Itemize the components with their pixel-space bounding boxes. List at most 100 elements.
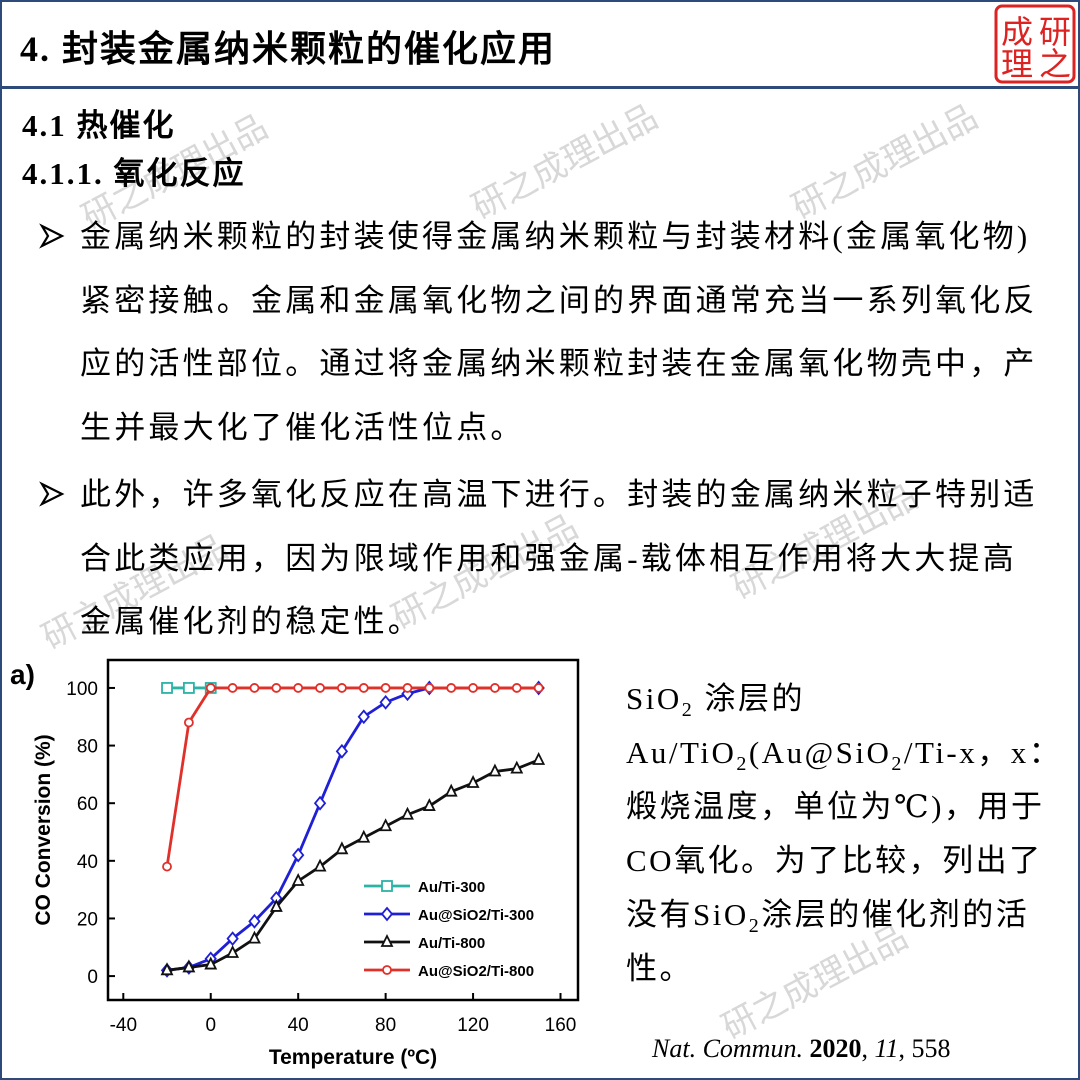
marker — [205, 683, 216, 693]
legend-marker — [380, 933, 394, 947]
text-run: 2 — [736, 753, 749, 776]
y-tick-label: 100 — [66, 679, 98, 700]
legend-label: Au@SiO2/Ti-300 — [418, 907, 534, 924]
marker — [313, 795, 327, 811]
marker — [183, 717, 194, 728]
marker — [511, 683, 522, 693]
marker — [226, 931, 239, 947]
text-run: , 558 — [898, 1034, 951, 1063]
legend-marker — [381, 880, 393, 892]
marker — [313, 858, 327, 872]
x-tick-label: -40 — [110, 1015, 137, 1036]
logo-frame — [994, 4, 1076, 84]
marker — [357, 709, 370, 725]
logo-char: 成 — [1001, 13, 1033, 51]
text-run: 2020 — [809, 1034, 862, 1063]
x-tick-label: 40 — [288, 1015, 309, 1036]
bullet-text: 金属纳米颗粒的封装使得金属纳米颗粒与封装材料(金属氧化物)紧密接触。金属和金属氧… — [80, 219, 1038, 445]
marker — [446, 683, 457, 693]
logo-char: 研 — [1039, 13, 1071, 51]
marker — [380, 683, 391, 693]
marker — [424, 683, 435, 693]
marker — [532, 751, 546, 765]
x-tick-label: 0 — [205, 1015, 216, 1036]
text-run: , — [861, 1034, 875, 1063]
text-run: 11 — [874, 1034, 899, 1063]
legend-label: Au/Ti-300 — [418, 879, 485, 896]
marker — [182, 959, 196, 973]
x-axis-label: Temperature (ºC) — [269, 1046, 437, 1069]
bullet-text: 此外，许多氧化反应在高温下进行。封装的金属纳米粒子特别适合此类应用，因为限域作用… — [80, 477, 1038, 639]
text-run: /Ti-x，x：煅烧温度，单位为℃)，用于CO氧化。为了比较，列出了没有SiO — [626, 735, 1063, 932]
y-tick-label: 40 — [77, 852, 98, 873]
y-tick-label: 60 — [77, 794, 98, 815]
marker — [269, 898, 283, 912]
marker — [358, 683, 369, 693]
logo-char: 理 — [1001, 45, 1033, 83]
text-run: 2 — [681, 699, 695, 722]
figure-caption: SiO2 涂层的 Au/TiO2(Au@SiO2/Ti-x，x：煅烧温度，单位为… — [626, 672, 1066, 996]
series-line — [166, 686, 539, 972]
marker — [249, 683, 260, 693]
x-tick-label: 120 — [457, 1015, 489, 1036]
marker — [444, 783, 458, 797]
marker — [379, 694, 392, 710]
marker — [161, 682, 173, 694]
text-run: (Au@SiO — [748, 735, 892, 770]
x-tick-label: 160 — [545, 1015, 577, 1036]
subsection-heading: 4.1.1. 氧化反应 — [22, 156, 246, 191]
marker — [335, 743, 349, 759]
text-run: Nat. Commun. — [652, 1034, 803, 1063]
marker — [160, 962, 174, 976]
marker — [291, 872, 305, 886]
marker — [162, 861, 172, 872]
logo-char: 之 — [1039, 45, 1071, 83]
marker — [315, 683, 325, 693]
marker — [293, 683, 304, 693]
marker — [379, 818, 393, 832]
marker — [248, 913, 261, 929]
header: 4. 封装金属纳米颗粒的催化应用 — [0, 0, 1080, 89]
marker — [248, 930, 261, 944]
marker — [401, 806, 414, 820]
citation: Nat. Commun. 2020, 11, 558 — [652, 1034, 951, 1064]
section-heading: 4.1 热催化 — [22, 108, 176, 143]
marker — [204, 956, 218, 970]
y-tick-label: 80 — [77, 737, 98, 758]
y-axis-label: CO Conversion (%) — [32, 734, 55, 925]
marker — [335, 841, 349, 855]
marker — [226, 945, 240, 958]
text-run: SiO — [626, 681, 682, 716]
marker — [337, 683, 347, 693]
marker — [488, 763, 502, 777]
legend-label: Au@SiO2/Ti-800 — [418, 963, 534, 980]
marker — [271, 683, 282, 693]
marker — [357, 829, 371, 843]
text-run: 2 — [748, 915, 762, 938]
chart: a) 0 20 40 60 80 100 -40 0 40 80 120 160 Temperature … — [10, 658, 580, 1069]
marker — [402, 683, 413, 693]
y-tick-label: 0 — [87, 967, 98, 988]
marker — [422, 798, 436, 811]
panel-label: a) — [10, 659, 35, 690]
marker — [227, 683, 238, 693]
marker — [510, 760, 524, 774]
bullet-icon — [39, 481, 65, 507]
logo: 研 之 成 理 — [994, 4, 1076, 84]
x-tick-label: 80 — [375, 1015, 396, 1036]
header-title: 4. 封装金属纳米颗粒的催化应用 — [20, 29, 557, 69]
marker — [466, 775, 480, 788]
legend-marker — [382, 965, 392, 975]
y-tick-label: 20 — [77, 909, 98, 930]
marker — [182, 682, 195, 694]
text-run: 涂层的催化剂的活性。 — [626, 897, 1030, 986]
marker — [468, 683, 478, 693]
plot-frame — [106, 658, 580, 1002]
legend-label: Au/Ti-800 — [418, 935, 485, 952]
text-run: 2 — [891, 753, 904, 776]
marker — [292, 847, 305, 863]
text-run: 涂层的 Au/TiO — [626, 681, 805, 770]
